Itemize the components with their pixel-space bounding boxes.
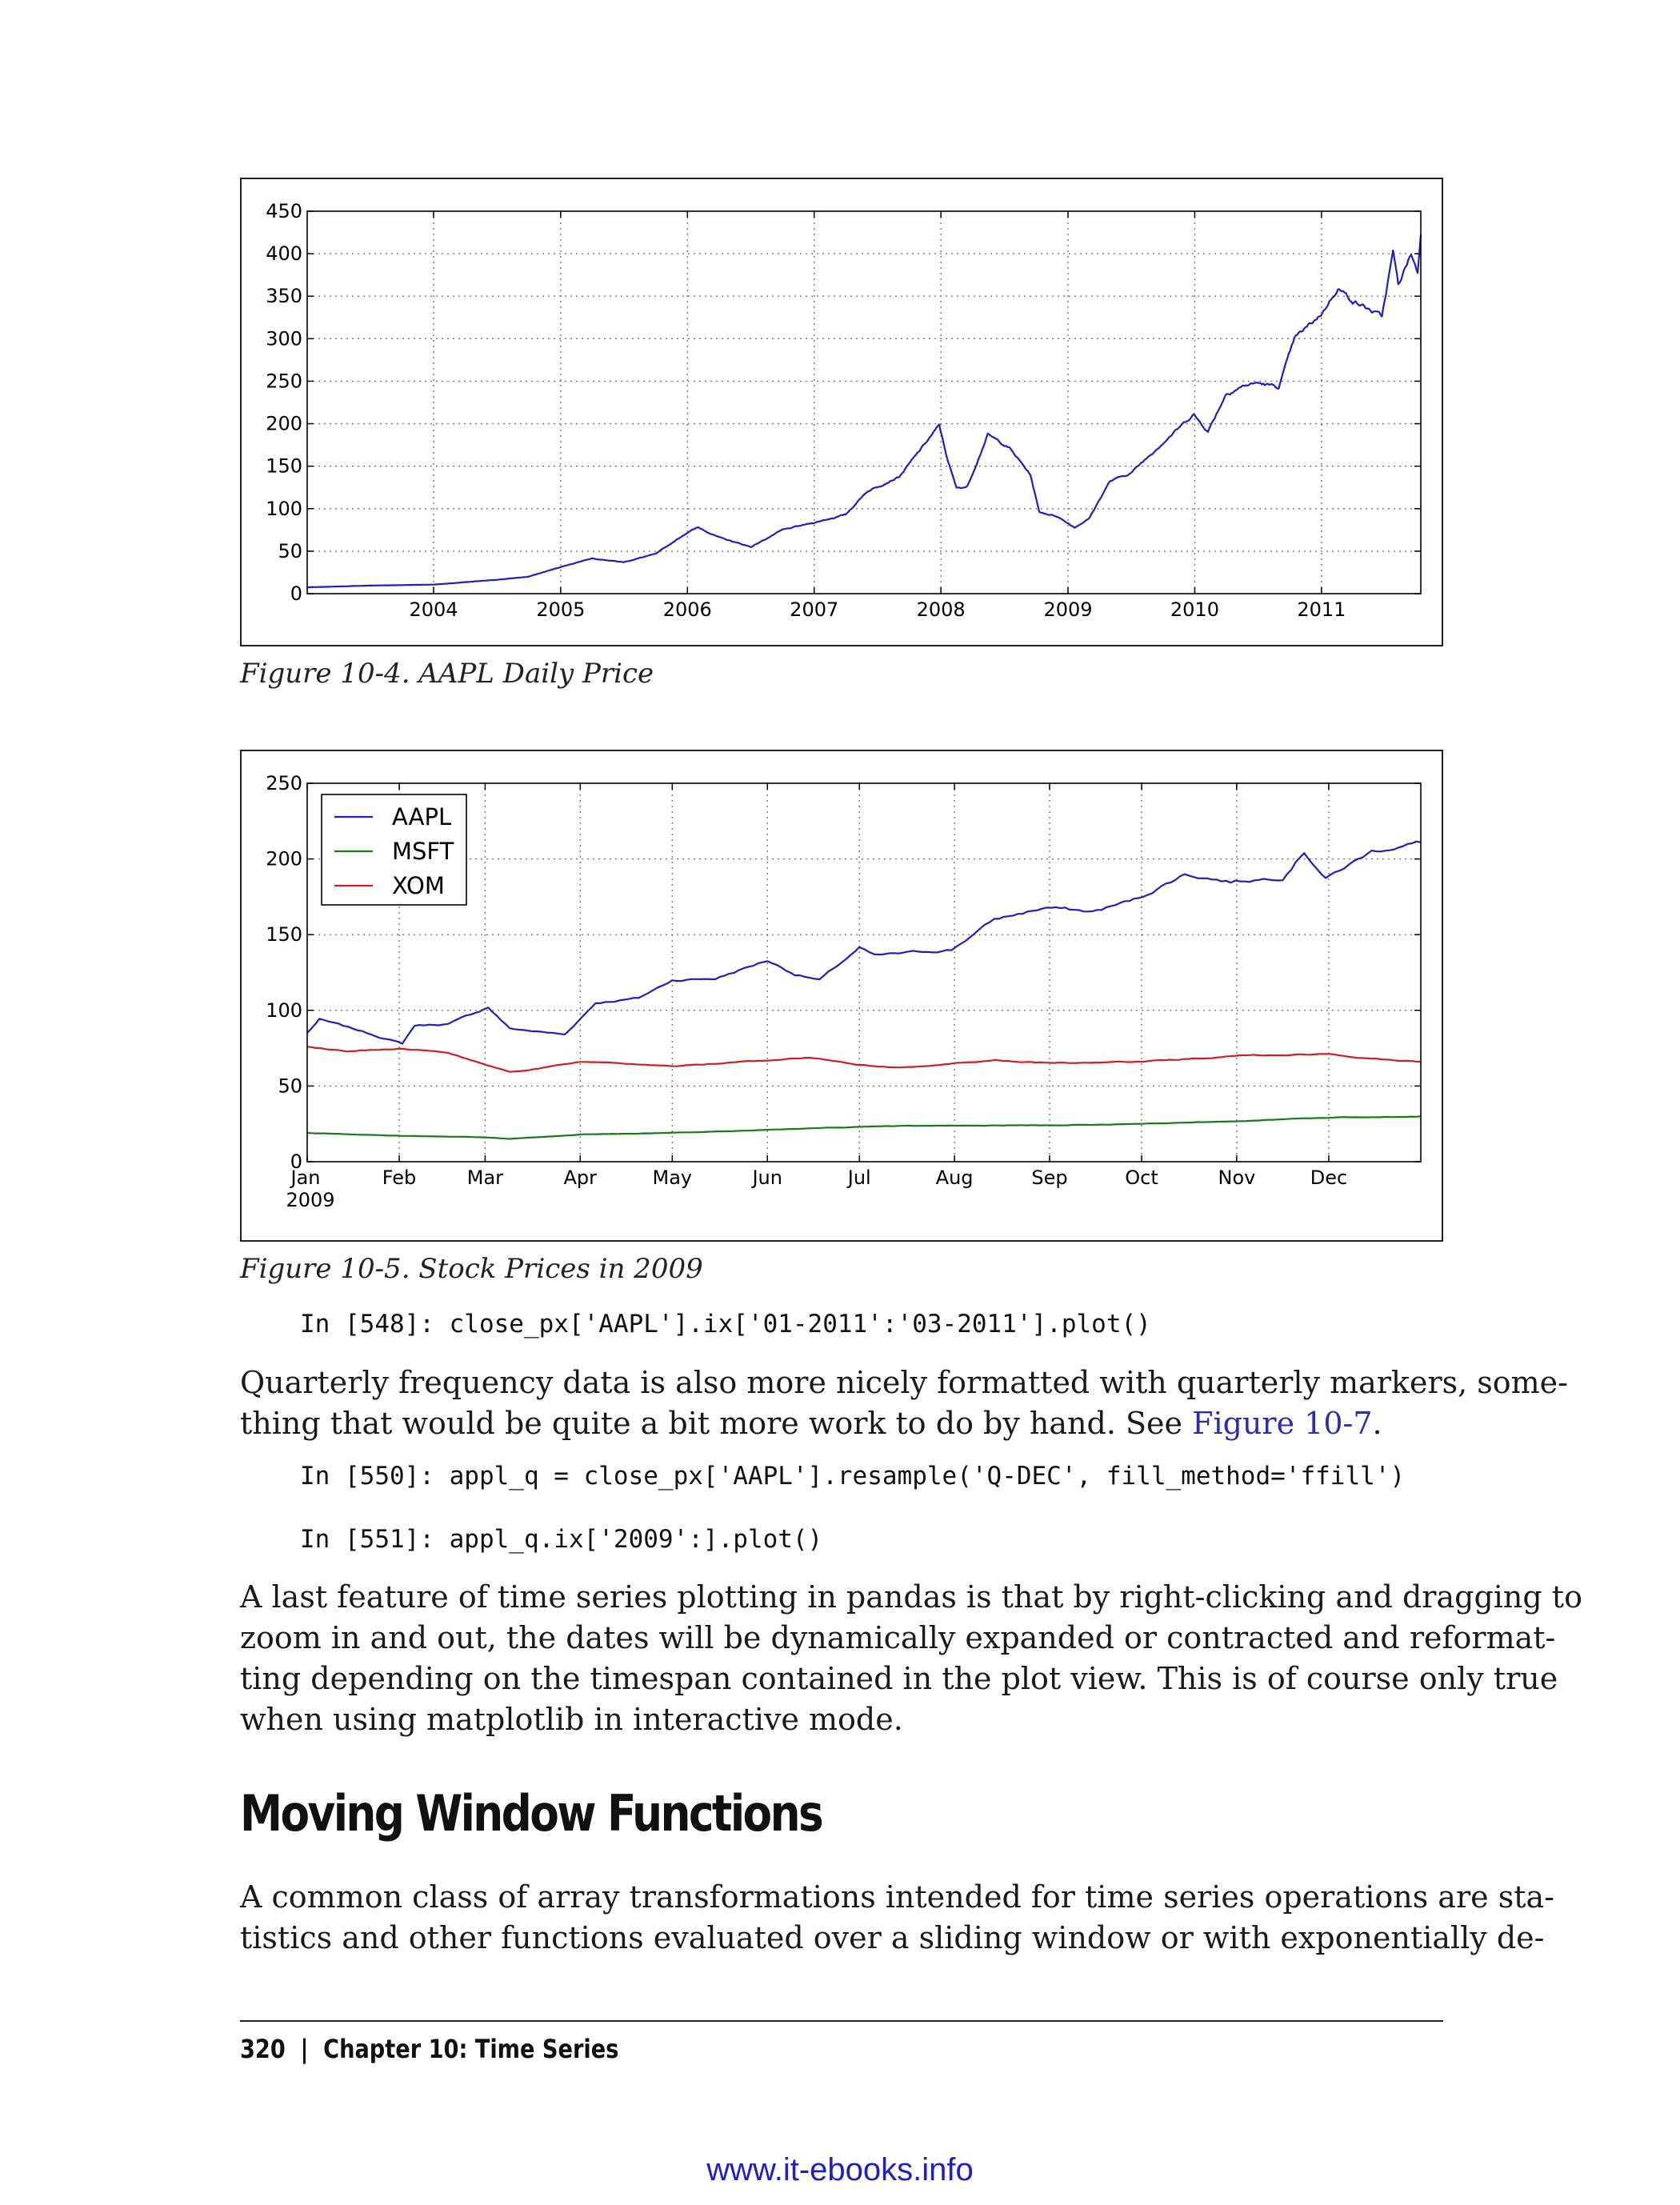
x-tick-label: Feb — [382, 1167, 417, 1189]
legend-label-xom: XOM — [392, 872, 445, 899]
chapter-title: Chapter 10: Time Series — [323, 2034, 619, 2064]
page-number: 320 — [240, 2034, 286, 2064]
paragraph-line: Quarterly frequency data is also more ni… — [240, 1365, 1569, 1400]
footer-separator: | — [300, 2034, 309, 2064]
paragraph-line: zoom in and out, the dates will be dynam… — [240, 1620, 1556, 1655]
figure-10-7-link[interactable]: Figure 10-7 — [1192, 1406, 1373, 1441]
footer-rule — [240, 2020, 1443, 2022]
figure-caption-10-5: Figure 10-5. Stock Prices in 2009 — [240, 1253, 703, 1285]
x-tick-label: 2011 — [1297, 598, 1346, 621]
x-tick-label: 2004 — [409, 598, 458, 621]
y-tick-label: 100 — [266, 498, 302, 520]
y-tick-label: 0 — [290, 1151, 302, 1173]
paragraph-line: tistics and other functions evaluated ov… — [240, 1920, 1545, 1955]
code-line-550: In [550]: appl_q = close_px['AAPL'].resa… — [300, 1462, 1406, 1491]
series-line-aapl — [307, 234, 1422, 589]
section-heading: Moving Window Functions — [240, 1784, 824, 1843]
plot-frame — [306, 210, 1422, 594]
figure-stock-prices-2009: 0 50 100 150 200 250 Jan Feb Mar Apr May Jun Jul Aug S… — [240, 750, 1443, 1242]
chart-aapl-daily-price: 0 50 100 150 200 250 300 350 400 450 2004 2005 2006 2… — [266, 200, 1422, 621]
x-tick-label: 2005 — [536, 598, 585, 621]
y-tick-label: 0 — [290, 582, 302, 605]
y-tick-label: 450 — [266, 200, 302, 222]
x-tick-label: 2010 — [1170, 598, 1219, 621]
y-tick-label: 50 — [278, 540, 302, 562]
paragraph-line: ting depending on the timespan contained… — [240, 1661, 1558, 1696]
x-tick-label: Jan — [290, 1167, 321, 1189]
x-tick-label: 2007 — [790, 598, 838, 621]
x-tick-label: 2006 — [663, 598, 712, 621]
y-tick-label: 150 — [266, 455, 302, 478]
paragraph-line: A last feature of time series plotting i… — [240, 1579, 1582, 1615]
y-tick-label: 300 — [266, 327, 302, 350]
x-tick-label: Sep — [1031, 1167, 1067, 1189]
x-tick-label: Oct — [1125, 1167, 1158, 1189]
figure-aapl-daily-price: 0 50 100 150 200 250 300 350 400 450 2004 2005 2006 2… — [240, 178, 1443, 646]
y-tick-label: 250 — [266, 370, 302, 392]
code-line-548: In [548]: close_px['AAPL'].ix['01-2011':… — [300, 1310, 1151, 1339]
x-tick-label: Aug — [936, 1167, 974, 1189]
x-tick-label: Jul — [846, 1167, 871, 1189]
paragraph-quarterly: Quarterly frequency data is also more ni… — [240, 1363, 1569, 1444]
paragraph-line: thing that would be quite a bit more wor… — [240, 1403, 1443, 1444]
paragraph-line: when using matplotlib in interactive mod… — [240, 1702, 903, 1737]
x-tick-label: Dec — [1310, 1167, 1347, 1189]
x-tick-label: 2009 — [1043, 598, 1092, 621]
legend-label-aapl: AAPL — [392, 803, 451, 830]
x-tick-label: 2008 — [917, 598, 966, 621]
y-tick-label: 100 — [266, 999, 302, 1022]
y-tick-label: 200 — [266, 413, 302, 435]
paragraph-line: A common class of array transformations … — [240, 1879, 1554, 1915]
y-tick-label: 200 — [266, 848, 302, 870]
y-tick-label: 150 — [266, 923, 302, 946]
paragraph-text: thing that would be quite a bit more wor… — [240, 1406, 1193, 1441]
series-line-msft — [306, 1115, 1422, 1140]
x-year-label: 2009 — [286, 1189, 334, 1211]
page-footer: 320 | Chapter 10: Time Series — [240, 2034, 618, 2064]
series-line-aapl — [306, 840, 1422, 1045]
code-line-551: In [551]: appl_q.ix['2009':].plot() — [300, 1525, 823, 1554]
x-tick-label: Nov — [1218, 1167, 1255, 1189]
x-tick-label: May — [653, 1167, 693, 1189]
y-tick-label: 50 — [278, 1074, 302, 1097]
paragraph-text: . — [1372, 1406, 1382, 1441]
x-tick-label: Jun — [750, 1167, 782, 1189]
paragraph-moving-window: A common class of array transformations … — [240, 1877, 1554, 1959]
x-tick-label: Apr — [564, 1167, 598, 1189]
x-tick-label: Mar — [467, 1167, 503, 1189]
series-line-xom — [306, 1046, 1422, 1073]
y-tick-label: 250 — [266, 772, 302, 794]
figure-caption-10-4: Figure 10-4. AAPL Daily Price — [240, 658, 654, 690]
y-tick-label: 350 — [266, 285, 302, 307]
plot-frame — [306, 782, 1422, 1163]
chart-stock-prices-2009: 0 50 100 150 200 250 Jan Feb Mar Apr May Jun Jul Aug S… — [266, 772, 1422, 1211]
y-tick-label: 400 — [266, 242, 302, 265]
paragraph-interactive-zoom: A last feature of time series plotting i… — [240, 1577, 1582, 1740]
legend-label-msft: MSFT — [392, 838, 454, 865]
watermark-link[interactable]: www.it-ebooks.info — [706, 2152, 974, 2187]
